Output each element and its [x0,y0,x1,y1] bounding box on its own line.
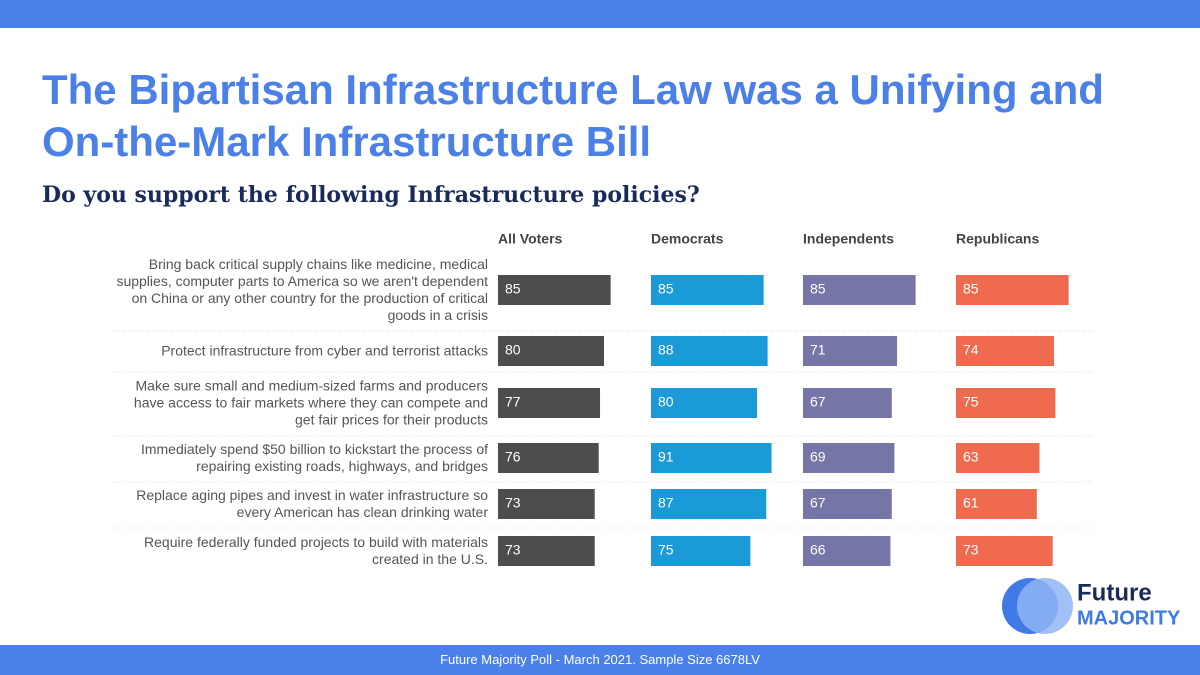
bar [803,443,895,473]
value-label: 80 [505,342,521,358]
value-label: 74 [963,342,979,358]
logo-text: Future [1077,579,1152,606]
bar [803,275,916,305]
legend-label: All Voters [498,231,563,247]
legend-label: Republicans [956,231,1039,247]
bar [803,388,892,418]
value-label: 71 [810,342,826,358]
bar [651,388,757,418]
value-label: 61 [963,495,979,511]
value-label: 87 [658,495,674,511]
bar [498,489,595,519]
category-label: Bring back critical supply chains like m… [116,256,488,323]
top-band [0,0,1200,28]
bar [956,388,1056,418]
bar [498,336,604,366]
chart-title: The Bipartisan Infrastructure Law was a … [42,66,1104,165]
bar [651,536,751,566]
bar [803,336,898,366]
value-label: 85 [658,281,674,297]
bar [956,489,1037,519]
category-label: Make sure small and medium-sized farms a… [133,377,488,428]
value-label: 73 [505,542,521,558]
value-label: 75 [658,542,674,558]
category-label: Require federally funded projects to bui… [144,534,488,567]
category-label: Immediately spend $50 billion to kicksta… [140,441,488,474]
category-label: Replace aging pipes and invest in water … [136,487,488,520]
value-label: 88 [658,342,674,358]
bar [956,443,1040,473]
bar [651,443,772,473]
value-label: 67 [810,394,826,410]
legend-label: Democrats [651,231,724,247]
value-label: 80 [658,394,674,410]
value-label: 63 [963,449,979,465]
bar [498,443,599,473]
bar [651,336,768,366]
value-label: 85 [505,281,521,297]
chart-subtitle: Do you support the following Infrastruct… [42,182,700,208]
value-label: 91 [658,449,674,465]
value-label: 76 [505,449,521,465]
value-label: 73 [963,542,979,558]
bar [651,275,764,305]
value-label: 77 [505,394,521,410]
value-label: 85 [963,281,979,297]
value-label: 67 [810,495,826,511]
legend-label: Independents [803,231,894,247]
bar [956,536,1053,566]
category-label: Protect infrastructure from cyber and te… [161,342,488,359]
value-label: 73 [505,495,521,511]
value-label: 66 [810,542,826,558]
logo-text: MAJORITY [1077,607,1181,629]
bar [498,275,611,305]
bar [651,489,767,519]
bar [956,275,1069,305]
logo-circle [1017,578,1073,634]
value-label: 75 [963,394,979,410]
bar [498,388,601,418]
bar [803,536,891,566]
bar [956,336,1055,366]
value-label: 69 [810,449,826,465]
footer: Future Majority Poll - March 2021. Sampl… [0,645,1200,675]
bar [498,536,595,566]
value-label: 85 [810,281,826,297]
bar [803,489,892,519]
